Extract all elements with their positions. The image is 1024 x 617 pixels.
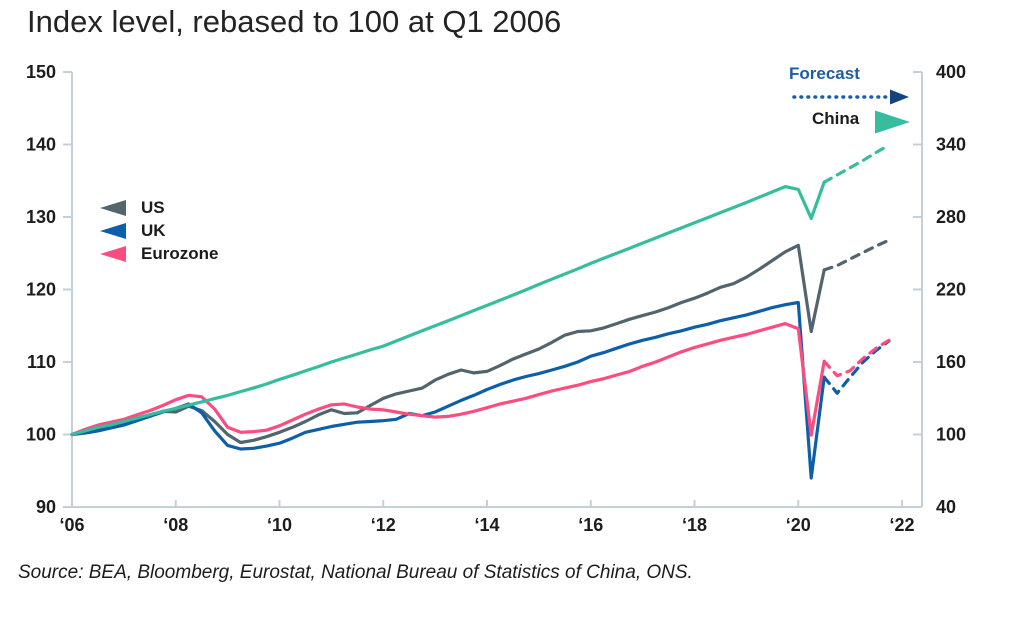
x-axis-tick-label: ‘08 — [163, 515, 188, 535]
left-axis-tick-label: 100 — [26, 425, 56, 445]
uk-legend-marker-icon — [100, 223, 126, 239]
us-legend-marker-icon — [100, 200, 126, 216]
right-axis-tick-label: 220 — [936, 280, 966, 300]
legend-label-eurozone: Eurozone — [141, 244, 219, 263]
left-axis-tick-label: 140 — [26, 135, 56, 155]
forecast-annotation: Forecast — [789, 64, 860, 83]
x-axis-tick-label: ‘10 — [267, 515, 292, 535]
legend-item-eurozone: Eurozone — [100, 244, 219, 263]
china-forecast-line — [822, 143, 891, 184]
x-axis-tick-label: ‘12 — [371, 515, 396, 535]
legend-label-uk: UK — [141, 221, 166, 240]
china-series-label: China — [812, 109, 860, 128]
x-axis-tick-label: ‘14 — [474, 515, 499, 535]
legend: US UK Eurozone — [100, 198, 219, 263]
legend-item-us: US — [100, 198, 218, 217]
left-axis-tick-label: 150 — [26, 62, 56, 82]
right-axis-tick-label: 40 — [936, 497, 956, 517]
x-axis-tick-label: ‘06 — [59, 515, 84, 535]
eurozone-line — [70, 322, 826, 437]
left-axis-tick-label: 110 — [27, 352, 56, 372]
right-axis-tick-label: 340 — [936, 135, 966, 155]
legend-item-uk: UK — [100, 221, 218, 240]
x-axis-tick-label: ‘18 — [682, 515, 707, 535]
x-axis-tick-label: ‘16 — [578, 515, 603, 535]
source-note: Source: BEA, Bloomberg, Eurostat, Nation… — [18, 562, 693, 583]
series-lines — [70, 143, 891, 480]
china-arrow-icon — [875, 110, 910, 134]
forecast-arrow-icon — [792, 89, 909, 105]
us-forecast-line — [822, 238, 891, 272]
chart-title: Index level, rebased to 100 at Q1 2006 — [27, 4, 562, 39]
uk-forecast-line — [822, 339, 891, 395]
left-axis-tick-label: 130 — [26, 207, 56, 227]
x-axis-tick-label: ‘22 — [889, 515, 914, 535]
right-axis-tick-label: 100 — [936, 425, 966, 445]
china-line — [70, 180, 826, 437]
axes: 90 100 110 120 130 140 150 40 100 160 220 280 340 400… — [26, 62, 966, 535]
eurozone-forecast-line — [822, 338, 891, 378]
x-axis-tick-label: ‘20 — [786, 515, 811, 535]
left-axis-tick-label: 90 — [36, 497, 56, 517]
eurozone-legend-marker-icon — [100, 246, 126, 262]
left-axis-tick-label: 120 — [26, 280, 56, 300]
right-axis-tick-label: 160 — [936, 352, 966, 372]
legend-label-us: US — [141, 198, 165, 217]
right-axis-tick-label: 280 — [936, 207, 966, 227]
uk-line — [70, 300, 826, 480]
right-axis-tick-label: 400 — [936, 62, 966, 82]
